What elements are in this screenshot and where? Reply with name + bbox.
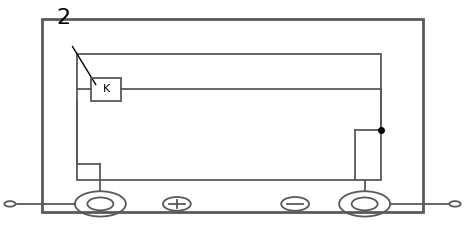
Bar (42, 19, 423, 212)
Text: 2: 2 (56, 8, 70, 28)
Bar (77, 54, 381, 180)
Text: K: K (103, 84, 110, 94)
Bar (91, 78, 121, 100)
